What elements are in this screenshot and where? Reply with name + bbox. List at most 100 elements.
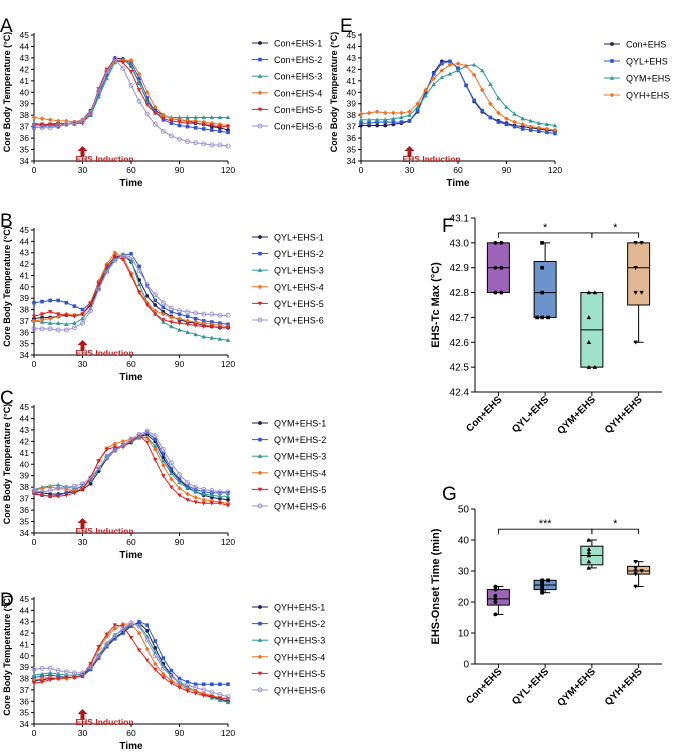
data-point <box>455 61 461 66</box>
data-point <box>177 486 182 491</box>
data-point <box>586 547 592 551</box>
data-point <box>391 120 396 124</box>
data-point <box>493 587 498 592</box>
data-point <box>31 492 37 497</box>
data-point <box>152 292 158 298</box>
y-tick-label: 35 <box>20 145 30 155</box>
data-point <box>472 98 476 103</box>
data-point <box>153 312 158 317</box>
y-tick-label: 42 <box>20 628 30 638</box>
data-point <box>225 337 231 342</box>
data-point <box>32 300 36 305</box>
data-point <box>218 491 222 495</box>
data-point <box>169 467 174 471</box>
data-point <box>504 116 509 121</box>
category-label: QYM+EHS <box>555 666 598 709</box>
data-point <box>56 312 61 317</box>
data-point <box>217 142 223 148</box>
y-tick-label: 43 <box>20 617 30 627</box>
data-point <box>193 121 198 126</box>
data-point <box>185 498 190 503</box>
data-point <box>193 500 198 505</box>
data-point <box>128 635 134 640</box>
series-line <box>33 254 228 329</box>
arrow-up-icon <box>404 146 415 157</box>
data-point <box>535 315 539 320</box>
x-tick-label: 90 <box>175 537 185 547</box>
data-point <box>217 692 223 697</box>
data-point <box>72 491 77 496</box>
data-point <box>499 265 504 270</box>
data-point <box>168 133 174 139</box>
box-body <box>486 589 510 606</box>
x-tick-label: 60 <box>126 537 136 547</box>
data-point <box>540 265 544 270</box>
x-tick-label: 0 <box>32 359 37 369</box>
data-point <box>185 121 190 126</box>
data-point <box>161 112 166 118</box>
data-point <box>128 258 134 263</box>
legend-marker <box>257 654 263 660</box>
data-point <box>586 550 592 555</box>
y-axis-label: EHS-Tc Max (°C) <box>430 262 442 348</box>
data-point <box>161 305 166 310</box>
y-tick-label: 40 <box>20 459 30 469</box>
data-point <box>80 307 85 312</box>
y-tick-label: 39 <box>347 99 357 109</box>
data-point <box>225 489 231 495</box>
legend-entry: QYH+EHS-2 <box>274 619 325 629</box>
data-point <box>193 115 198 120</box>
data-point <box>144 111 150 117</box>
data-point <box>88 475 94 481</box>
x-tick-label: 90 <box>502 165 512 175</box>
data-point <box>201 693 206 698</box>
data-point <box>169 668 174 673</box>
series-QYH+EHS-1 <box>32 620 230 704</box>
legend-marker <box>257 671 263 676</box>
data-point <box>225 143 231 149</box>
data-point <box>383 117 388 122</box>
x-tick-label: 60 <box>126 728 136 738</box>
data-point <box>104 264 109 269</box>
box-body <box>627 242 651 306</box>
data-point <box>31 672 37 677</box>
legend-entry: QYH+EHS-1 <box>274 603 325 613</box>
data-point <box>64 493 69 498</box>
data-point <box>153 457 158 462</box>
data-point <box>439 75 445 80</box>
data-point <box>145 623 149 627</box>
y-tick-label: 34 <box>347 156 357 166</box>
y-axis-label: Core Body Temperature (°C) <box>329 32 339 152</box>
data-point <box>185 124 190 129</box>
data-point <box>136 290 142 295</box>
data-point <box>185 680 190 684</box>
data-point <box>169 485 174 490</box>
data-point <box>64 313 69 318</box>
data-point <box>47 677 53 682</box>
legend-entry: QYL+EHS-4 <box>274 282 324 292</box>
category-label: QYL+EHS <box>510 394 551 435</box>
data-point <box>104 269 110 275</box>
data-point <box>592 290 598 295</box>
data-point <box>217 489 223 495</box>
data-point <box>520 122 525 127</box>
data-point <box>552 127 558 133</box>
data-point <box>226 497 230 502</box>
category-label: Con+EHS <box>464 666 504 706</box>
series-line <box>33 252 229 328</box>
data-point <box>39 489 45 495</box>
legend-entry: QYL+EHS-1 <box>274 233 324 243</box>
data-point <box>177 120 182 125</box>
x-axis-label: Time <box>119 550 143 561</box>
data-point <box>209 142 215 148</box>
y-tick-label: 34 <box>20 156 30 166</box>
data-point <box>80 481 85 487</box>
data-point <box>431 72 436 76</box>
data-point <box>540 290 544 295</box>
data-point <box>47 310 53 315</box>
data-point <box>217 326 223 331</box>
y-tick-label: 43 <box>20 53 30 63</box>
series-line <box>34 254 228 331</box>
